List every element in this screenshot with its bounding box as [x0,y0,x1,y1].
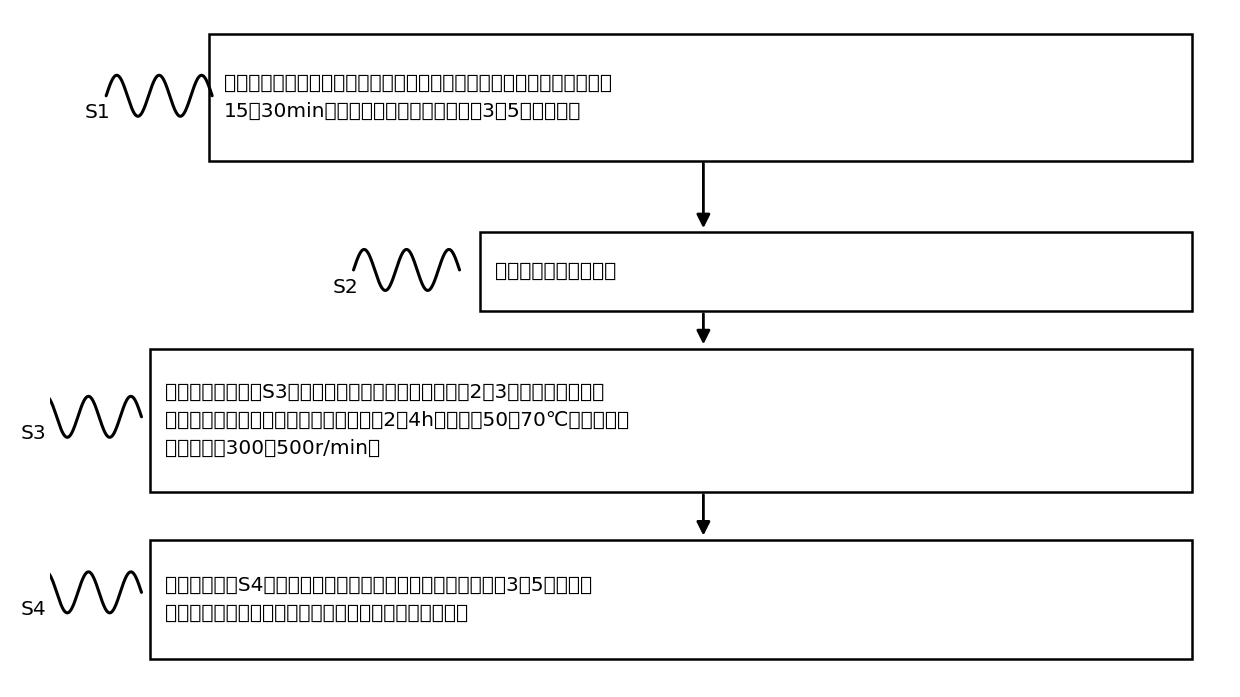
Text: 冷却处理：将S4浸泡后的羽绒进行冷却后，利用纯水进行清洗3～5次，然后
再利用烘干机对其进行烘干处理，烘干后即得羽绒成品。: 冷却处理：将S4浸泡后的羽绒进行冷却后，利用纯水进行清洗3～5次，然后 再利用烘… [165,576,593,622]
Text: S1: S1 [84,103,110,123]
Bar [480,232,1193,311]
Text: 前处理：先将待处理羽绒进行水洗、除脂、除杂后干燥，再放入沸水中煮
15～30min，然后取出，再利用纯水清洗3～5次后备用；: 前处理：先将待处理羽绒进行水洗、除脂、除杂后干燥，再放入沸水中煮 15～30mi… [224,74,613,121]
Text: S3: S3 [20,424,46,443]
Text: 浸泡处理：将上述S3中的羽绒进行冷却后，用纯水清洗2～3次后，放入盛有防
静电液的搅拌罐中进行浸泡处理，时间为2～4h，温度为50～70℃，期间搅拌
罐的转速为: 浸泡处理：将上述S3中的羽绒进行冷却后，用纯水清洗2～3次后，放入盛有防 静电液… [165,383,629,458]
Text: S2: S2 [332,277,358,296]
Text: 防电磁辐射液的制备；: 防电磁辐射液的制备； [495,262,616,281]
Bar [150,348,1193,492]
Bar [208,34,1193,160]
Text: S4: S4 [20,600,46,619]
Bar [150,539,1193,659]
